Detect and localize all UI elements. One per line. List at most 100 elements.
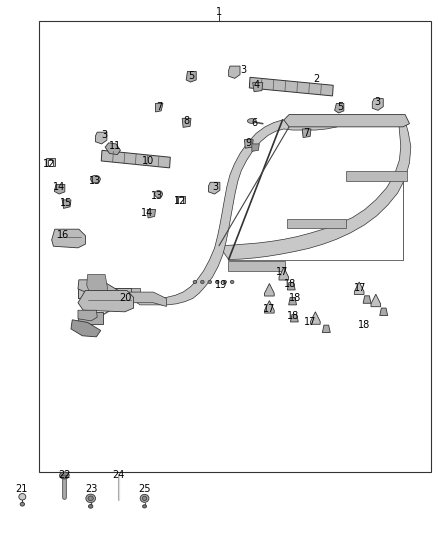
Polygon shape [182, 118, 191, 127]
Polygon shape [52, 229, 85, 248]
Polygon shape [284, 115, 410, 127]
Polygon shape [78, 288, 131, 298]
Polygon shape [335, 103, 344, 113]
Polygon shape [322, 325, 330, 333]
Polygon shape [186, 71, 196, 82]
Text: 10: 10 [142, 157, 155, 166]
Polygon shape [265, 284, 274, 296]
Text: 22: 22 [58, 471, 71, 480]
Text: 8: 8 [183, 116, 189, 126]
Polygon shape [78, 290, 134, 312]
Text: 15: 15 [60, 198, 73, 207]
Polygon shape [78, 310, 97, 321]
Polygon shape [249, 77, 333, 96]
Text: 5: 5 [188, 71, 194, 80]
Polygon shape [95, 132, 107, 144]
Polygon shape [71, 320, 101, 337]
Polygon shape [208, 182, 220, 194]
Text: 14: 14 [53, 182, 66, 192]
Text: 17: 17 [276, 267, 288, 277]
Ellipse shape [91, 175, 100, 183]
Polygon shape [371, 294, 381, 306]
Ellipse shape [142, 496, 147, 500]
Polygon shape [252, 144, 259, 151]
Ellipse shape [20, 502, 25, 506]
Ellipse shape [140, 495, 149, 502]
Polygon shape [244, 140, 253, 148]
Polygon shape [289, 297, 297, 305]
Bar [39, 21, 431, 472]
Text: 12: 12 [43, 159, 55, 169]
Ellipse shape [215, 280, 219, 284]
Polygon shape [78, 288, 140, 298]
Ellipse shape [88, 504, 93, 508]
Text: 17: 17 [304, 318, 317, 327]
Text: 19: 19 [215, 280, 227, 290]
Polygon shape [279, 268, 289, 280]
Text: 4: 4 [254, 80, 260, 90]
Polygon shape [229, 66, 240, 78]
Polygon shape [287, 219, 346, 228]
Polygon shape [129, 292, 166, 306]
Text: 3: 3 [212, 182, 218, 191]
Polygon shape [363, 296, 371, 303]
Ellipse shape [19, 494, 26, 500]
Text: 18: 18 [289, 294, 301, 303]
Text: 20: 20 [119, 294, 131, 303]
Polygon shape [346, 171, 407, 181]
Text: 5: 5 [337, 102, 343, 111]
Text: 2: 2 [313, 74, 319, 84]
Polygon shape [302, 129, 311, 138]
Polygon shape [228, 261, 285, 271]
Text: 3: 3 [240, 66, 246, 75]
Ellipse shape [60, 472, 69, 479]
Polygon shape [354, 282, 364, 294]
Polygon shape [105, 143, 120, 155]
Ellipse shape [88, 496, 93, 501]
Text: 6: 6 [251, 118, 257, 127]
Ellipse shape [201, 280, 204, 284]
Polygon shape [311, 312, 320, 324]
Polygon shape [78, 280, 118, 301]
Text: 18: 18 [284, 279, 296, 288]
Polygon shape [265, 301, 274, 313]
Text: 14: 14 [141, 208, 153, 217]
Ellipse shape [143, 505, 146, 508]
Text: 1: 1 [216, 7, 222, 17]
Polygon shape [253, 83, 263, 92]
Text: 18: 18 [358, 320, 371, 330]
Polygon shape [219, 122, 411, 260]
Polygon shape [78, 312, 103, 324]
Polygon shape [62, 200, 71, 208]
Text: 12: 12 [174, 197, 187, 206]
Text: 25: 25 [138, 484, 151, 494]
Ellipse shape [208, 280, 212, 284]
Polygon shape [380, 308, 388, 316]
Ellipse shape [247, 118, 256, 124]
Polygon shape [176, 196, 185, 203]
Text: 18: 18 [287, 311, 299, 320]
Ellipse shape [223, 280, 226, 284]
Text: 17: 17 [354, 283, 366, 293]
Text: 21: 21 [16, 484, 28, 494]
Ellipse shape [193, 280, 197, 284]
Text: 9: 9 [245, 139, 251, 148]
Text: 11: 11 [109, 141, 121, 151]
Polygon shape [87, 274, 107, 296]
Ellipse shape [230, 280, 234, 284]
Polygon shape [131, 118, 337, 305]
Polygon shape [101, 150, 170, 168]
Ellipse shape [155, 191, 162, 197]
Polygon shape [372, 99, 383, 110]
Polygon shape [46, 158, 55, 166]
Text: 7: 7 [156, 102, 162, 111]
Text: 3: 3 [102, 130, 108, 140]
Polygon shape [287, 282, 295, 290]
Text: 17: 17 [263, 304, 275, 314]
Polygon shape [155, 103, 163, 112]
Text: 7: 7 [303, 128, 309, 138]
Text: 13: 13 [88, 176, 101, 186]
Text: 3: 3 [374, 98, 381, 107]
Ellipse shape [86, 494, 95, 503]
Text: 16: 16 [57, 230, 69, 239]
